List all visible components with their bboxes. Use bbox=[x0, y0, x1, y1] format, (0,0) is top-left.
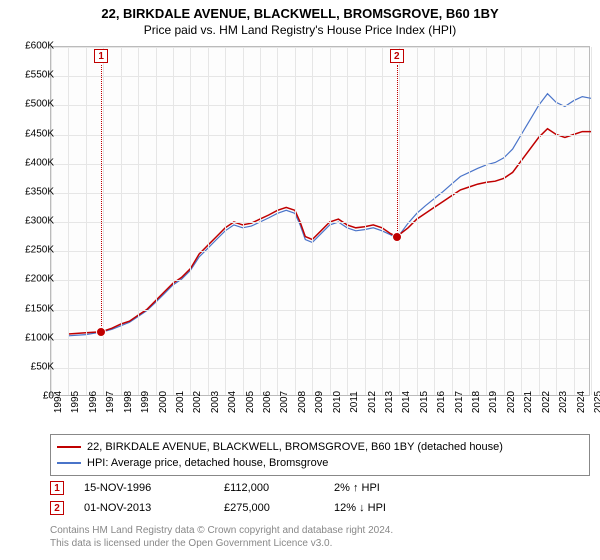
transaction-delta: 12% ↓ HPI bbox=[334, 502, 434, 514]
y-axis-label: £550K bbox=[25, 70, 54, 81]
legend-swatch-0 bbox=[57, 446, 81, 448]
x-axis-label: 2016 bbox=[436, 391, 447, 413]
x-axis-label: 2014 bbox=[401, 391, 412, 413]
x-axis-label: 2025 bbox=[593, 391, 600, 413]
transaction-row: 1 15-NOV-1996 £112,000 2% ↑ HPI bbox=[50, 478, 590, 498]
y-axis-label: £450K bbox=[25, 128, 54, 139]
transaction-marker-1: 1 bbox=[50, 481, 64, 495]
transactions-table: 1 15-NOV-1996 £112,000 2% ↑ HPI 2 01-NOV… bbox=[50, 478, 590, 518]
transaction-date: 15-NOV-1996 bbox=[84, 482, 204, 494]
legend-box: 22, BIRKDALE AVENUE, BLACKWELL, BROMSGRO… bbox=[50, 434, 590, 476]
x-axis-label: 1994 bbox=[53, 391, 64, 413]
legend-row: HPI: Average price, detached house, Brom… bbox=[57, 455, 583, 471]
x-axis-label: 2002 bbox=[192, 391, 203, 413]
transaction-price: £112,000 bbox=[224, 482, 314, 494]
x-axis-label: 2010 bbox=[332, 391, 343, 413]
x-axis-label: 1995 bbox=[70, 391, 81, 413]
x-axis-label: 2006 bbox=[262, 391, 273, 413]
x-axis-label: 2000 bbox=[158, 391, 169, 413]
transaction-marker-2: 2 bbox=[50, 501, 64, 515]
x-axis-label: 2011 bbox=[349, 391, 360, 413]
transaction-date: 01-NOV-2013 bbox=[84, 502, 204, 514]
x-axis-label: 2018 bbox=[471, 391, 482, 413]
chart-marker-dot bbox=[96, 327, 106, 337]
legend-swatch-1 bbox=[57, 462, 81, 464]
y-axis-label: £300K bbox=[25, 216, 54, 227]
chart-title-line2: Price paid vs. HM Land Registry's House … bbox=[0, 21, 600, 37]
x-axis-label: 2005 bbox=[245, 391, 256, 413]
y-axis-label: £250K bbox=[25, 245, 54, 256]
legend-label-1: HPI: Average price, detached house, Brom… bbox=[87, 455, 328, 471]
footer-attribution: Contains HM Land Registry data © Crown c… bbox=[50, 524, 590, 550]
x-axis-label: 2003 bbox=[210, 391, 221, 413]
chart-marker-1: 1 bbox=[94, 49, 108, 63]
x-axis-label: 1996 bbox=[88, 391, 99, 413]
y-axis-label: £100K bbox=[25, 332, 54, 343]
chart-title-line1: 22, BIRKDALE AVENUE, BLACKWELL, BROMSGRO… bbox=[0, 0, 600, 21]
legend-label-0: 22, BIRKDALE AVENUE, BLACKWELL, BROMSGRO… bbox=[87, 439, 503, 455]
y-axis-label: £350K bbox=[25, 186, 54, 197]
x-axis-label: 2019 bbox=[488, 391, 499, 413]
y-axis-label: £400K bbox=[25, 157, 54, 168]
x-axis-label: 2001 bbox=[175, 391, 186, 413]
plot-region: 12 bbox=[50, 46, 590, 396]
chart-area: 12 bbox=[50, 46, 590, 421]
chart-marker-2: 2 bbox=[390, 49, 404, 63]
page-root: 22, BIRKDALE AVENUE, BLACKWELL, BROMSGRO… bbox=[0, 0, 600, 560]
x-axis-label: 2013 bbox=[384, 391, 395, 413]
transaction-delta: 2% ↑ HPI bbox=[334, 482, 434, 494]
chart-marker-dot bbox=[392, 232, 402, 242]
x-axis-label: 2009 bbox=[314, 391, 325, 413]
y-axis-label: £500K bbox=[25, 99, 54, 110]
x-axis-label: 2004 bbox=[227, 391, 238, 413]
x-axis-label: 2015 bbox=[419, 391, 430, 413]
x-axis-label: 1997 bbox=[105, 391, 116, 413]
x-axis-label: 2007 bbox=[279, 391, 290, 413]
legend-row: 22, BIRKDALE AVENUE, BLACKWELL, BROMSGRO… bbox=[57, 439, 583, 455]
x-axis-label: 2022 bbox=[541, 391, 552, 413]
y-axis-label: £150K bbox=[25, 303, 54, 314]
x-axis-label: 2024 bbox=[576, 391, 587, 413]
transaction-row: 2 01-NOV-2013 £275,000 12% ↓ HPI bbox=[50, 498, 590, 518]
x-axis-label: 2020 bbox=[506, 391, 517, 413]
footer-line1: Contains HM Land Registry data © Crown c… bbox=[50, 524, 590, 537]
x-axis-label: 1999 bbox=[140, 391, 151, 413]
y-axis-label: £600K bbox=[25, 41, 54, 52]
y-axis-label: £200K bbox=[25, 274, 54, 285]
y-axis-label: £50K bbox=[31, 361, 54, 372]
footer-line2: This data is licensed under the Open Gov… bbox=[50, 537, 590, 550]
x-axis-label: 2021 bbox=[523, 391, 534, 413]
x-axis-label: 1998 bbox=[123, 391, 134, 413]
x-axis-label: 2023 bbox=[558, 391, 569, 413]
transaction-price: £275,000 bbox=[224, 502, 314, 514]
x-axis-label: 2017 bbox=[454, 391, 465, 413]
x-axis-label: 2008 bbox=[297, 391, 308, 413]
x-axis-label: 2012 bbox=[367, 391, 378, 413]
